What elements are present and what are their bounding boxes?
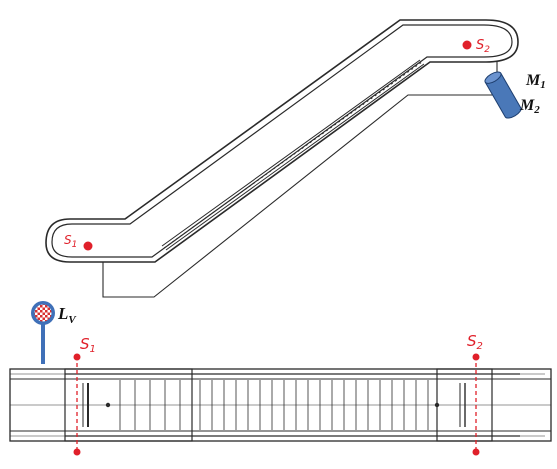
plan-landing-left <box>64 368 193 442</box>
plan-sensor-left <box>73 353 81 456</box>
step-chain-teeth <box>163 61 423 249</box>
sensor-top-label: S2 <box>476 38 490 55</box>
light-label: LV <box>57 304 77 326</box>
sensor-top-dot <box>462 40 472 50</box>
handrail-inner <box>51 24 513 258</box>
sensor-plan-right-label: S2 <box>467 332 483 352</box>
plan-steps <box>119 380 429 430</box>
signal-lamp-icon <box>31 301 55 364</box>
sensor-bottom-label: S1 <box>64 233 77 250</box>
cylinder-motor-icon <box>484 71 522 119</box>
sensor-plan-left-label: S1 <box>80 335 96 355</box>
truss <box>102 62 498 298</box>
plan-sensor-right <box>472 353 480 456</box>
motor-2-label: M2 <box>519 97 540 116</box>
motor-1-label: M1 <box>525 72 546 91</box>
escalator-elevation <box>45 19 519 298</box>
handrail-outer <box>45 19 519 263</box>
sensor-bottom-dot <box>83 241 93 251</box>
step-chain <box>161 59 425 251</box>
escalator-plan <box>9 368 552 442</box>
